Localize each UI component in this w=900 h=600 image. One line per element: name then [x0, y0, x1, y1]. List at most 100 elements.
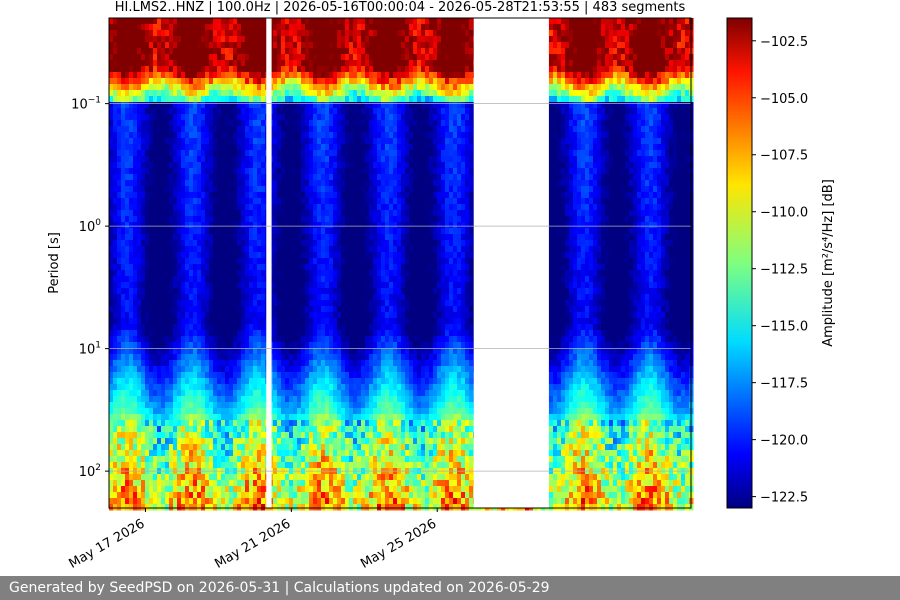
spectrogram-cell	[121, 174, 126, 181]
spectrogram-cell	[197, 108, 202, 115]
spectrogram-cell	[325, 78, 330, 85]
spectrogram-cell	[249, 120, 254, 127]
spectrogram-cell	[297, 384, 302, 391]
spectrogram-cell	[281, 54, 286, 61]
spectrogram-cell	[185, 60, 190, 67]
spectrogram-cell	[129, 318, 134, 325]
spectrogram-cell	[181, 396, 186, 403]
spectrogram-cell	[233, 204, 238, 211]
spectrogram-cell	[213, 36, 218, 43]
spectrogram-cell	[293, 456, 298, 463]
spectrogram-cell	[177, 186, 182, 193]
spectrogram-cell	[213, 504, 218, 511]
spectrogram-cell	[141, 96, 146, 103]
spectrogram-cell	[161, 264, 166, 271]
spectrogram-cell	[241, 60, 246, 67]
spectrogram-cell	[249, 102, 254, 109]
spectrogram-cell	[141, 456, 146, 463]
spectrogram-cell	[285, 270, 290, 277]
spectrogram-cell	[325, 408, 330, 415]
spectrogram-cell	[225, 270, 230, 277]
spectrogram-cell	[205, 462, 210, 469]
spectrogram-cell	[213, 72, 218, 79]
spectrogram-cell	[141, 480, 146, 487]
spectrogram-cell	[245, 300, 250, 307]
spectrogram-cell	[129, 504, 134, 511]
spectrogram-cell	[245, 480, 250, 487]
spectrogram-cell	[317, 246, 322, 253]
spectrogram-cell	[129, 474, 134, 481]
spectrogram-cell	[181, 102, 186, 109]
spectrogram-cell	[153, 474, 158, 481]
spectrogram-cell	[201, 168, 206, 175]
spectrogram-cell	[149, 444, 154, 451]
spectrogram-cell	[153, 138, 158, 145]
spectrogram-cell	[277, 228, 282, 235]
spectrogram-cell	[181, 384, 186, 391]
spectrogram-cell	[325, 84, 330, 91]
spectrogram-cell	[109, 456, 114, 463]
spectrogram-cell	[169, 180, 174, 187]
spectrogram-cell	[253, 138, 258, 145]
spectrogram-cell	[149, 336, 154, 343]
spectrogram-cell	[109, 240, 114, 247]
spectrogram-cell	[305, 150, 310, 157]
spectrogram-cell	[229, 90, 234, 97]
spectrogram-cell	[225, 342, 230, 349]
spectrogram-cell	[349, 72, 354, 79]
spectrogram-cell	[145, 348, 150, 355]
spectrogram-cell	[165, 210, 170, 217]
spectrogram-cell	[217, 102, 222, 109]
spectrogram-cell	[209, 144, 214, 151]
spectrogram-cell	[277, 396, 282, 403]
spectrogram-cell	[229, 402, 234, 409]
spectrogram-cell	[213, 222, 218, 229]
spectrogram-cell	[193, 42, 198, 49]
spectrogram-cell	[161, 402, 166, 409]
spectrogram-cell	[325, 474, 330, 481]
spectrogram-cell	[109, 306, 114, 313]
spectrogram-cell	[289, 150, 294, 157]
spectrogram-cell	[257, 102, 262, 109]
spectrogram-cell	[193, 414, 198, 421]
spectrogram-cell	[225, 336, 230, 343]
spectrogram-cell	[293, 102, 298, 109]
spectrogram-cell	[261, 42, 266, 49]
spectrogram-cell	[333, 450, 338, 457]
spectrogram-cell	[205, 42, 210, 49]
spectrogram-cell	[273, 486, 278, 493]
spectrogram-cell	[329, 498, 334, 505]
spectrogram-cell	[213, 330, 218, 337]
spectrogram-cell	[201, 396, 206, 403]
spectrogram-cell	[337, 192, 342, 199]
spectrogram-cell	[145, 438, 150, 445]
spectrogram-cell	[249, 300, 254, 307]
spectrogram-cell	[277, 384, 282, 391]
spectrogram-cell	[333, 288, 338, 295]
spectrogram-cell	[245, 54, 250, 61]
spectrogram-cell	[233, 462, 238, 469]
spectrogram-cell	[349, 288, 354, 295]
spectrogram-cell	[161, 270, 166, 277]
spectrogram-cell	[225, 300, 230, 307]
spectrogram-cell	[225, 330, 230, 337]
spectrogram-cell	[201, 72, 206, 79]
spectrogram-cell	[193, 270, 198, 277]
spectrogram-cell	[213, 210, 218, 217]
spectrogram-cell	[225, 432, 230, 439]
spectrogram-cell	[117, 174, 122, 181]
spectrogram-cell	[261, 66, 266, 73]
spectrogram-cell	[169, 486, 174, 493]
spectrogram-cell	[129, 300, 134, 307]
spectrogram-cell	[153, 294, 158, 301]
spectrogram-cell	[121, 72, 126, 79]
spectrogram-cell	[209, 414, 214, 421]
spectrogram-cell	[201, 270, 206, 277]
spectrogram-cell	[277, 174, 282, 181]
psd-spectrogram-chart: HI.LMS2..HNZ | 100.0Hz | 2026-05-16T00:0…	[47, 0, 836, 572]
spectrogram-cell	[213, 234, 218, 241]
spectrogram-cell	[349, 120, 354, 127]
spectrogram-cell	[173, 84, 178, 91]
spectrogram-cell	[249, 90, 254, 97]
spectrogram-cell	[345, 210, 350, 217]
